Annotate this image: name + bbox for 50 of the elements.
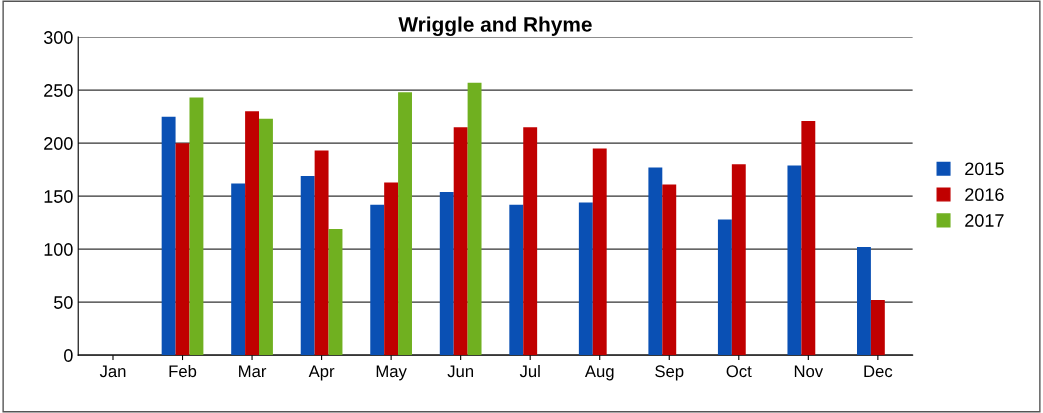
x-tick-label: May <box>376 365 407 381</box>
bar <box>175 143 190 356</box>
legend-label: 2017 <box>965 214 1004 227</box>
bar <box>245 111 260 356</box>
bar <box>801 120 816 356</box>
bar <box>870 300 885 356</box>
legend-label: 2016 <box>965 188 1004 202</box>
bar <box>731 164 746 356</box>
bar <box>523 127 538 356</box>
x-tick-label: Nov <box>794 365 824 378</box>
bar <box>857 247 871 356</box>
bar <box>648 167 663 356</box>
bar <box>578 202 593 356</box>
x-tick-label: Jul <box>519 364 540 378</box>
chart-title: Wriggle and Rhyme <box>398 16 592 37</box>
x-tick-label: Sep <box>655 365 684 381</box>
bar <box>787 165 802 356</box>
bar <box>328 229 343 356</box>
x-tick-label: Jun <box>447 365 474 378</box>
bar <box>384 182 399 356</box>
x-tick-label: Apr <box>308 365 335 381</box>
bar <box>259 118 273 356</box>
x-tick-label: Oct <box>726 365 752 378</box>
bar <box>662 184 677 356</box>
bar <box>453 127 468 356</box>
bar <box>231 183 246 356</box>
bar <box>398 92 412 356</box>
bar <box>300 176 315 356</box>
y-tick-label: 100 <box>44 243 73 256</box>
x-tick-label: Mar <box>239 365 267 378</box>
x-tick-label: Dec <box>864 365 893 378</box>
bar <box>509 204 524 356</box>
x-tick-label: Aug <box>584 365 614 381</box>
x-tick-label: Feb <box>169 364 197 378</box>
y-tick-label: 50 <box>54 296 73 309</box>
bar <box>467 82 482 356</box>
x-tick-label: Jan <box>99 365 126 378</box>
y-tick-label: 250 <box>44 84 73 97</box>
bar <box>592 148 607 356</box>
y-tick-label: 200 <box>44 137 73 150</box>
bar <box>189 97 204 356</box>
bar <box>370 204 385 356</box>
y-tick-label: 300 <box>43 31 73 44</box>
bar <box>314 150 329 356</box>
y-tick-label: 0 <box>64 349 73 362</box>
y-tick-label: 150 <box>44 190 73 203</box>
bar <box>161 116 176 356</box>
bar <box>439 191 454 356</box>
bar <box>717 219 732 356</box>
legend-label: 2015 <box>965 162 1004 176</box>
